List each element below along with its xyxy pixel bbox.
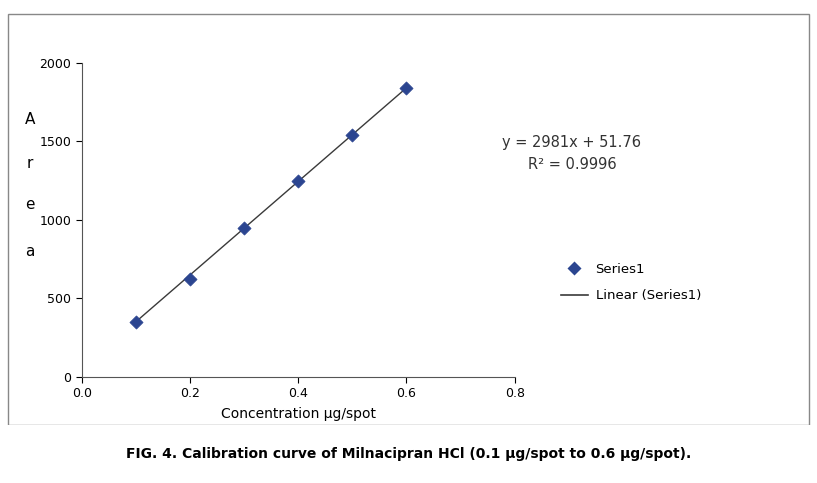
Text: r: r [26,156,33,171]
Point [238,224,251,231]
Point [129,318,142,326]
Text: y = 2981x + 51.76
R² = 0.9996: y = 2981x + 51.76 R² = 0.9996 [502,135,641,172]
Text: FIG. 4. Calibration curve of Milnacipran HCl (0.1 μg/spot to 0.6 μg/spot).: FIG. 4. Calibration curve of Milnacipran… [126,447,691,461]
Legend: Series1, Linear (Series1): Series1, Linear (Series1) [556,257,706,308]
Point [346,131,359,139]
Text: a: a [25,243,34,259]
Text: A: A [25,112,35,127]
Point [292,177,305,185]
Text: e: e [25,197,34,212]
X-axis label: Concentration μg/spot: Concentration μg/spot [221,407,376,421]
Point [183,275,196,283]
Point [400,84,413,92]
